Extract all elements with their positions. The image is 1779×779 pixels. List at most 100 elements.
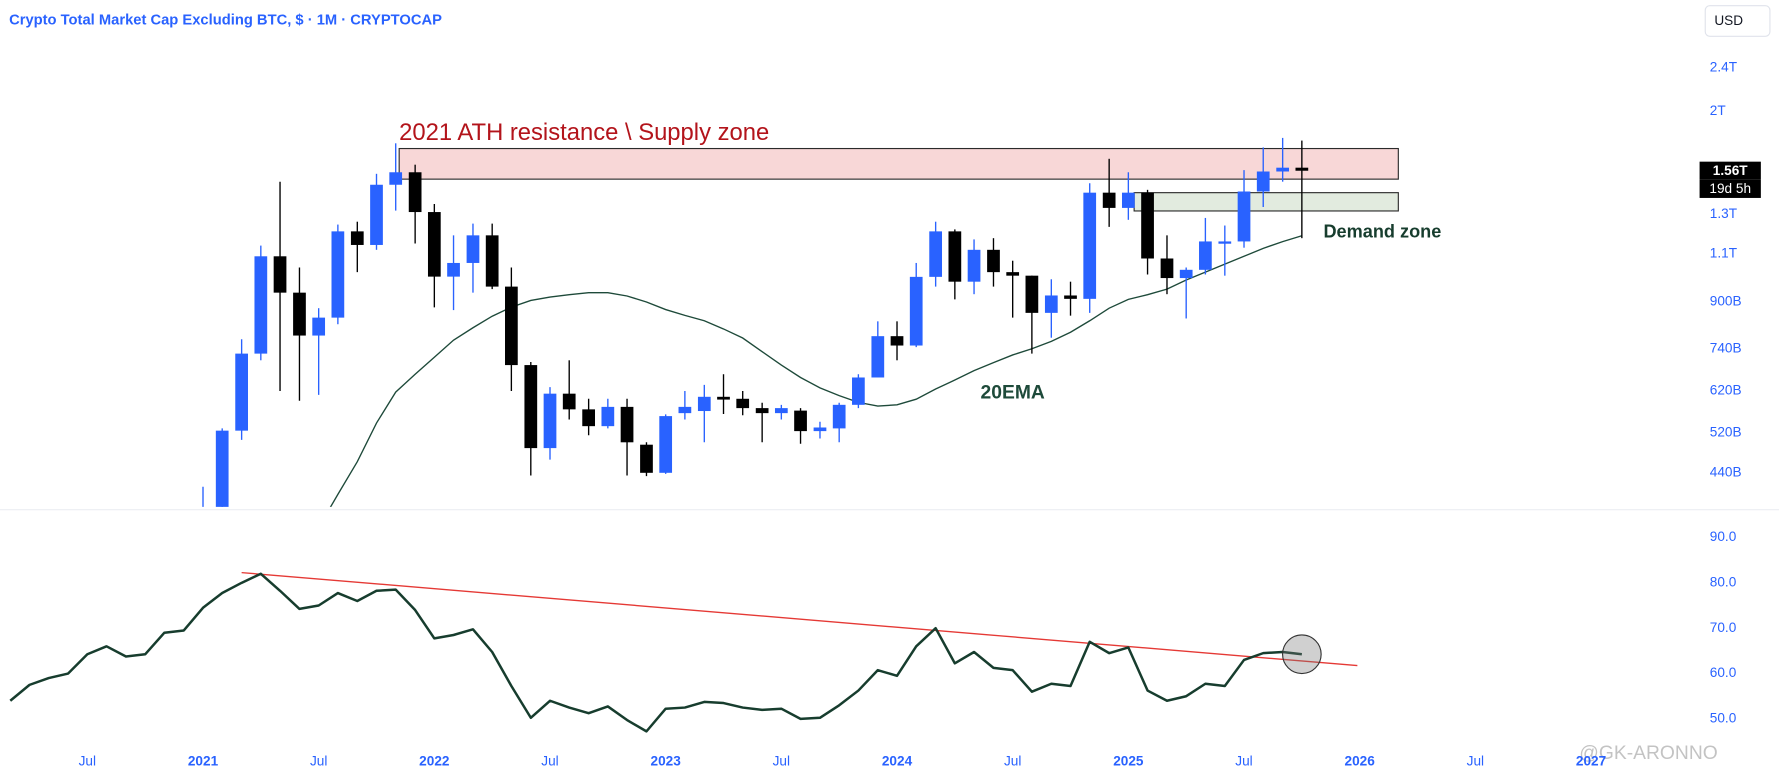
candle-body (1141, 192, 1154, 259)
currency-label: USD (1714, 13, 1743, 28)
candle-body (1083, 192, 1097, 299)
candle-body (215, 430, 229, 507)
candle-body (427, 212, 441, 277)
candle-body (697, 396, 711, 412)
x-tick-label: Jul (310, 754, 327, 769)
y-tick-label: 80.0 (1710, 574, 1737, 589)
candle-body (331, 231, 345, 318)
candle-body (852, 377, 865, 405)
candle-body (582, 409, 596, 427)
y-tick-label: 1.1T (1710, 246, 1737, 261)
candle-body (293, 292, 306, 336)
candle-body (967, 249, 981, 282)
x-tick-label: Jul (1004, 754, 1021, 769)
candle-body (273, 256, 287, 293)
x-tick-label: Jul (1235, 754, 1252, 769)
candle-body (794, 410, 807, 432)
currency-button[interactable] (1704, 5, 1771, 37)
x-tick-label: 2022 (419, 754, 450, 769)
candle-body (543, 393, 557, 449)
y-tick-label: 620B (1710, 383, 1742, 398)
candle-body (1218, 241, 1232, 244)
candle-body (890, 336, 904, 346)
y-tick-label: 740B (1710, 340, 1742, 355)
candle-body (1237, 191, 1251, 242)
x-tick-label: 2026 (1345, 754, 1376, 769)
candle-body (254, 256, 268, 354)
candle-body (1025, 275, 1039, 313)
candle-body (1006, 272, 1020, 276)
candle-body (1121, 192, 1135, 208)
x-tick-label: 2021 (188, 754, 219, 769)
candle-body (813, 427, 827, 432)
candle-body (1276, 167, 1290, 172)
y-tick-label: 90.0 (1710, 529, 1737, 544)
ema-line (329, 235, 1303, 507)
y-tick-label: 60.0 (1710, 665, 1737, 680)
last-price-box (1699, 161, 1761, 180)
candle-body (1256, 171, 1270, 192)
candle-body (774, 408, 788, 414)
trendline (241, 571, 1358, 667)
candle-body (1044, 295, 1058, 313)
y-tick-label: 2T (1710, 103, 1726, 118)
rsi-pane (9, 571, 1358, 733)
zone-label: Demand zone (1323, 221, 1441, 241)
last-price-label: 1.56T (1713, 163, 1748, 178)
y-tick-label: 2.4T (1710, 60, 1737, 75)
candle-body (235, 353, 248, 431)
ema-label: 20EMA (981, 383, 1045, 404)
zone-label: 2021 ATH resistance \ Supply zone (399, 119, 769, 146)
candle-body (505, 286, 518, 366)
candle-body (755, 408, 769, 414)
candle-body (832, 404, 846, 429)
candle-body (1102, 192, 1116, 208)
candle-body (987, 249, 1000, 273)
candle-body (389, 172, 403, 185)
x-tick-label: 2023 (651, 754, 682, 769)
y-tick-label: 50.0 (1710, 710, 1737, 725)
y-tick-label: 70.0 (1710, 620, 1737, 635)
x-tick-label: 2025 (1113, 754, 1144, 769)
zone (1133, 192, 1399, 212)
candle-body (929, 231, 943, 277)
x-tick-label: Jul (541, 754, 558, 769)
candle-body (717, 396, 730, 400)
zone (398, 147, 1399, 180)
watermark: @GK-ARONNO (1579, 743, 1717, 764)
candle-body (524, 365, 538, 449)
candle-body (447, 262, 460, 277)
candle-body (736, 398, 750, 409)
candle-body (601, 406, 615, 427)
y-tick-label: 440B (1710, 464, 1742, 479)
chart-title: Crypto Total Market Cap Excluding BTC, $… (9, 12, 442, 28)
countdown-label: 19d 5h (1709, 181, 1751, 196)
candle-body (1179, 269, 1193, 279)
y-tick-label: 900B (1710, 294, 1742, 309)
candle-body (1295, 167, 1309, 171)
rsi-line (9, 572, 1303, 733)
candle-body (948, 231, 962, 282)
candle-body (350, 231, 364, 245)
candle-body (466, 235, 480, 263)
candle-body (408, 172, 422, 213)
candle-body (909, 276, 923, 346)
x-tick-label: Jul (1467, 754, 1484, 769)
candle-body (1064, 295, 1077, 299)
candle-body (312, 317, 326, 336)
candle-body (1199, 241, 1212, 270)
x-tick-label: Jul (79, 754, 96, 769)
candle-body (640, 444, 653, 473)
candle-body (620, 406, 634, 443)
candle-body (562, 393, 576, 410)
candle-body (1160, 258, 1174, 279)
x-tick-label: 2024 (882, 754, 913, 769)
highlight-circle (1282, 634, 1322, 675)
candle-body (370, 184, 383, 245)
candle-body (659, 416, 673, 473)
countdown-box (1699, 179, 1761, 198)
candle-body (678, 406, 692, 414)
